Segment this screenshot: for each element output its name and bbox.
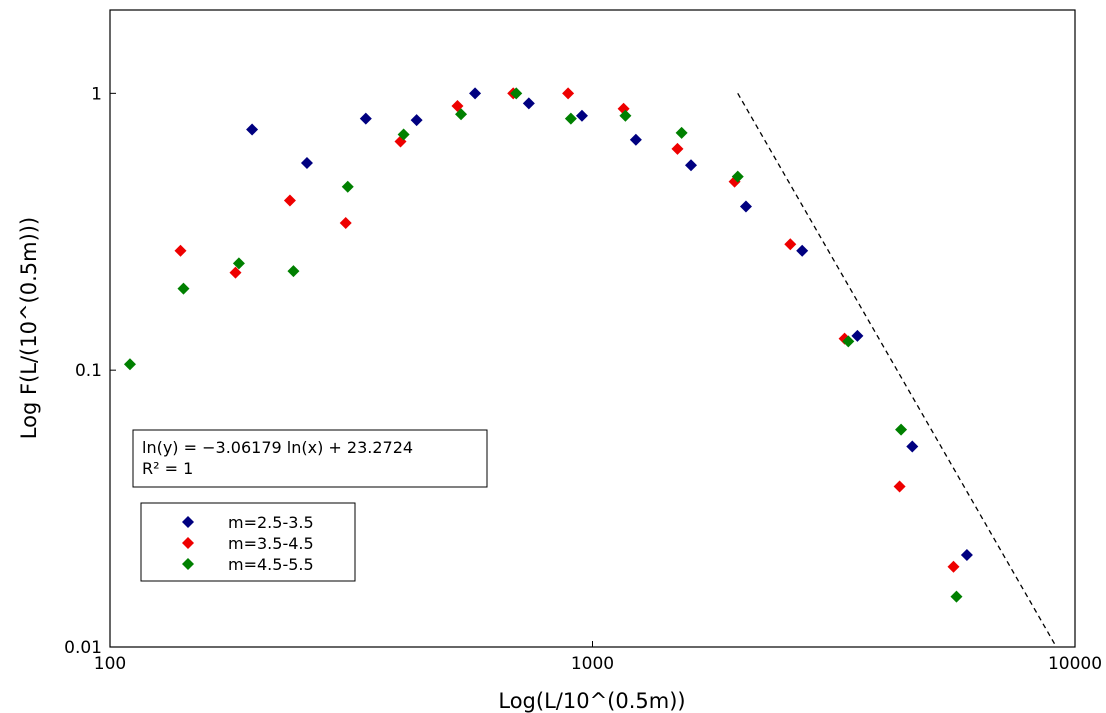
x-tick-label: 100 — [94, 654, 126, 674]
data-point-series-3 — [895, 423, 908, 436]
legend-label-3: m=4.5-5.5 — [228, 555, 314, 574]
data-point-series-3 — [455, 108, 468, 121]
data-point-series-1 — [246, 123, 259, 136]
data-point-series-2 — [174, 244, 187, 257]
data-point-series-3 — [177, 282, 190, 295]
axis-ticks: 100 1000 10000 0.01 0.1 1 — [64, 84, 1102, 674]
data-point-series-1 — [739, 200, 752, 213]
data-point-series-2 — [784, 238, 797, 251]
data-point-series-2 — [283, 194, 296, 207]
data-point-series-1 — [851, 329, 864, 342]
data-point-series-1 — [410, 114, 423, 127]
x-tick-label: 1000 — [571, 654, 614, 674]
data-point-series-3 — [510, 87, 523, 100]
data-point-series-3 — [232, 257, 245, 270]
x-tick-label: 10000 — [1048, 654, 1102, 674]
r-squared-text: R² = 1 — [142, 459, 193, 478]
data-point-series-3 — [564, 112, 577, 125]
data-point-series-1 — [575, 109, 588, 122]
data-point-series-2 — [339, 217, 352, 230]
data-point-series-1 — [906, 440, 919, 453]
data-point-series-3 — [123, 358, 136, 371]
data-point-series-3 — [341, 180, 354, 193]
y-axis-label: Log F(L/(10^(0.5m))) — [17, 217, 41, 439]
data-point-series-2 — [893, 480, 906, 493]
data-points — [123, 87, 973, 603]
data-point-series-2 — [562, 87, 575, 100]
data-point-series-1 — [629, 133, 642, 146]
y-tick-label: 1 — [91, 84, 102, 104]
legend-marker-3 — [182, 558, 194, 570]
data-point-series-1 — [960, 548, 973, 561]
equation-text: ln(y) = −3.06179 ln(x) + 23.2724 — [142, 438, 413, 457]
data-point-series-3 — [731, 170, 744, 183]
data-point-series-3 — [397, 128, 410, 141]
legend-label-2: m=3.5-4.5 — [228, 534, 314, 553]
data-point-series-3 — [950, 590, 963, 603]
legend-marker-1 — [182, 516, 194, 528]
data-point-series-1 — [522, 97, 535, 110]
y-tick-label: 0.01 — [64, 638, 102, 658]
data-point-series-1 — [469, 87, 482, 100]
data-point-series-3 — [287, 265, 300, 278]
data-point-series-2 — [947, 560, 960, 573]
equation-box: ln(y) = −3.06179 ln(x) + 23.2724 R² = 1 — [132, 429, 488, 488]
data-point-series-1 — [684, 159, 697, 172]
data-point-series-3 — [675, 126, 688, 139]
data-point-series-1 — [359, 112, 372, 125]
legend-marker-2 — [182, 537, 194, 549]
y-tick-label: 0.1 — [75, 361, 102, 381]
legend-label-1: m=2.5-3.5 — [228, 513, 314, 532]
data-point-series-3 — [619, 109, 632, 122]
legend: m=2.5-3.5 m=3.5-4.5 m=4.5-5.5 — [140, 502, 356, 582]
data-point-series-3 — [842, 335, 855, 348]
data-point-series-2 — [671, 142, 684, 155]
x-axis-label: Log(L/10^(0.5m)) — [498, 689, 685, 713]
dashed-fit-line — [737, 93, 1057, 648]
fit-line — [737, 93, 1057, 648]
data-point-series-1 — [796, 244, 809, 257]
data-point-series-2 — [229, 266, 242, 279]
data-point-series-1 — [300, 157, 313, 170]
